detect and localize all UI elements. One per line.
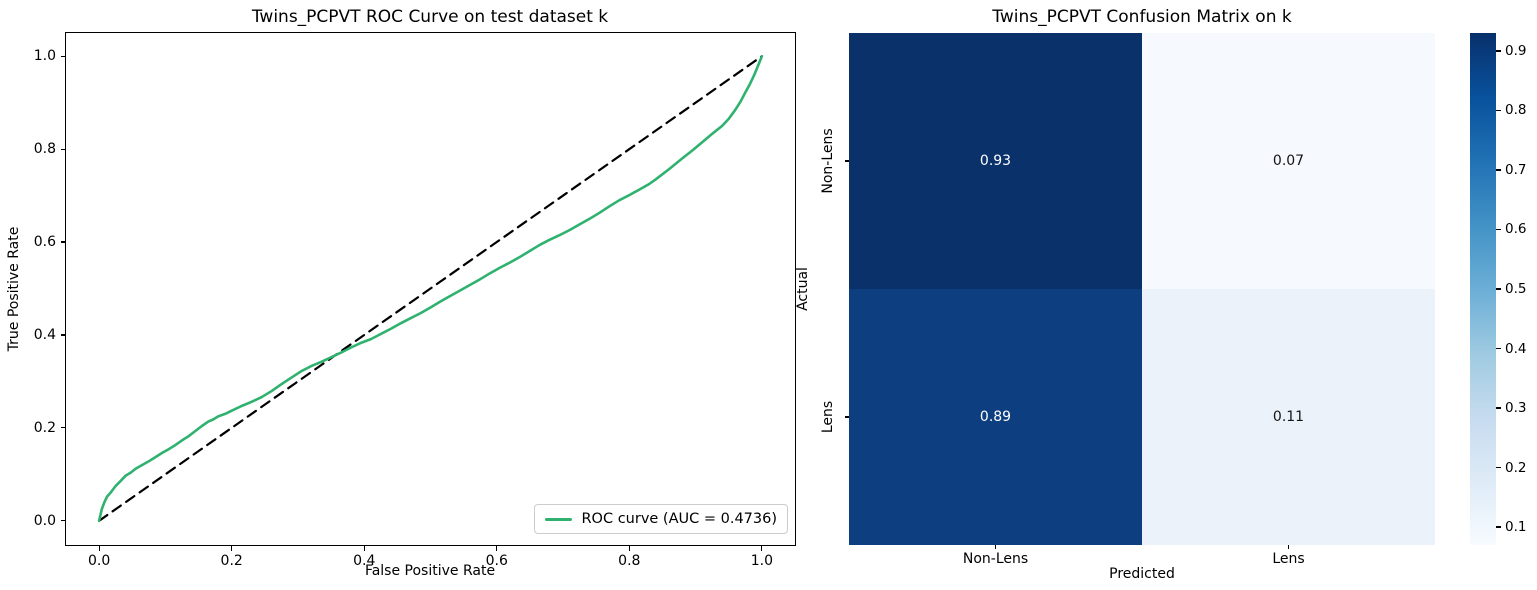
roc-y-tick-label: 0.8 (33, 141, 56, 158)
cm-x-tick-label: Lens (1272, 551, 1305, 567)
cm-y-tick-label: Non-Lens (820, 128, 836, 194)
cm-cell-r1c0: 0.89 (849, 289, 1142, 545)
colorbar-tick-label: 0.6 (1505, 221, 1527, 238)
cm-cell-r0c0: 0.93 (849, 33, 1142, 289)
cm-y-tick-label: Lens (820, 400, 836, 434)
colorbar-tick-label: 0.5 (1505, 281, 1527, 297)
roc-title: Twins_PCPVT ROC Curve on test dataset k (251, 7, 609, 27)
roc-x-tick-label: 0.4 (353, 553, 376, 569)
cm-cell-value: 0.93 (979, 153, 1012, 169)
cm-x-tick-mark (1287, 545, 1290, 549)
colorbar-tick-label: 0.2 (1505, 459, 1527, 476)
roc-y-tick-label: 0.6 (33, 234, 56, 251)
colorbar-tick-mark (1496, 50, 1501, 52)
colorbar-tick-label: 0.9 (1505, 42, 1527, 59)
cm-xlabel: Predicted (1109, 566, 1175, 582)
roc-x-tick-mark (628, 546, 630, 551)
roc-x-tick-label: 0.6 (485, 553, 508, 569)
roc-y-tick-mark (60, 334, 65, 336)
cm-cell-r0c1: 0.07 (1142, 33, 1435, 289)
roc-y-tick-mark (60, 55, 65, 57)
cm-cell-value: 0.11 (1272, 409, 1305, 425)
roc-x-tick-label: 0.0 (87, 553, 111, 569)
roc-xlabel: False Positive Rate (364, 563, 496, 579)
roc-legend-label: ROC curve (AUC = 0.4736) (581, 511, 777, 527)
roc-x-tick-label: 1.0 (750, 553, 773, 569)
colorbar-tick-label: 0.4 (1505, 340, 1527, 357)
roc-x-tick-mark (496, 546, 498, 551)
colorbar-tick-mark (1496, 407, 1501, 409)
roc-x-tick-label: 0.8 (618, 553, 641, 569)
colorbar-tick-label: 0.7 (1505, 161, 1527, 178)
colorbar-tick-label: 0.8 (1505, 102, 1527, 119)
cm-y-tick-mark (845, 416, 849, 418)
roc-y-tick-mark (60, 520, 65, 522)
cm-cell-value: 0.07 (1272, 153, 1305, 169)
colorbar-tick-mark (1496, 109, 1501, 112)
roc-y-tick-mark (60, 148, 65, 150)
roc-x-tick-mark (363, 546, 365, 551)
cm-y-tick-mark (845, 160, 849, 162)
roc-x-tick-label: 0.2 (220, 553, 243, 569)
cm-cell-value: 0.89 (979, 409, 1012, 425)
roc-axes: ROC curve (AUC = 0.4736) (65, 32, 796, 546)
roc-x-tick-mark (231, 546, 233, 551)
roc-x-tick-mark (98, 546, 100, 551)
cm-cell-r1c1: 0.11 (1142, 289, 1435, 545)
colorbar-tick-mark (1496, 466, 1501, 469)
roc-chance-line (97, 55, 764, 522)
cm-heatmap: 0.93 0.07 0.89 0.11 (849, 33, 1435, 545)
colorbar-tick-mark (1496, 169, 1501, 171)
roc-y-tick-mark (60, 241, 65, 243)
cm-ylabel: Actual (795, 267, 811, 311)
roc-curve-plot (97, 54, 764, 523)
cm-title: Twins_PCPVT Confusion Matrix on k (992, 7, 1292, 27)
colorbar-tick-label: 0.3 (1505, 400, 1527, 417)
roc-y-tick-label: 0.4 (33, 326, 56, 343)
roc-legend-line-swatch (545, 517, 573, 521)
roc-legend: ROC curve (AUC = 0.4736) (534, 504, 788, 534)
roc-y-tick-label: 1.0 (33, 48, 56, 65)
roc-y-tick-label: 0.0 (33, 512, 56, 529)
colorbar-tick-mark (1496, 347, 1501, 350)
colorbar-tick-mark (1496, 526, 1501, 528)
cm-x-tick-label: Non-Lens (962, 551, 1029, 567)
colorbar-tick-mark (1496, 228, 1501, 231)
colorbar-tick-mark (1496, 288, 1501, 290)
roc-y-tick-mark (60, 427, 65, 429)
cm-x-tick-mark (994, 545, 997, 549)
colorbar-tick-label: 0.1 (1505, 519, 1527, 536)
colorbar (1470, 33, 1496, 545)
roc-x-tick-mark (761, 546, 763, 551)
roc-y-tick-label: 0.2 (33, 419, 56, 436)
roc-curve-line (97, 54, 764, 523)
